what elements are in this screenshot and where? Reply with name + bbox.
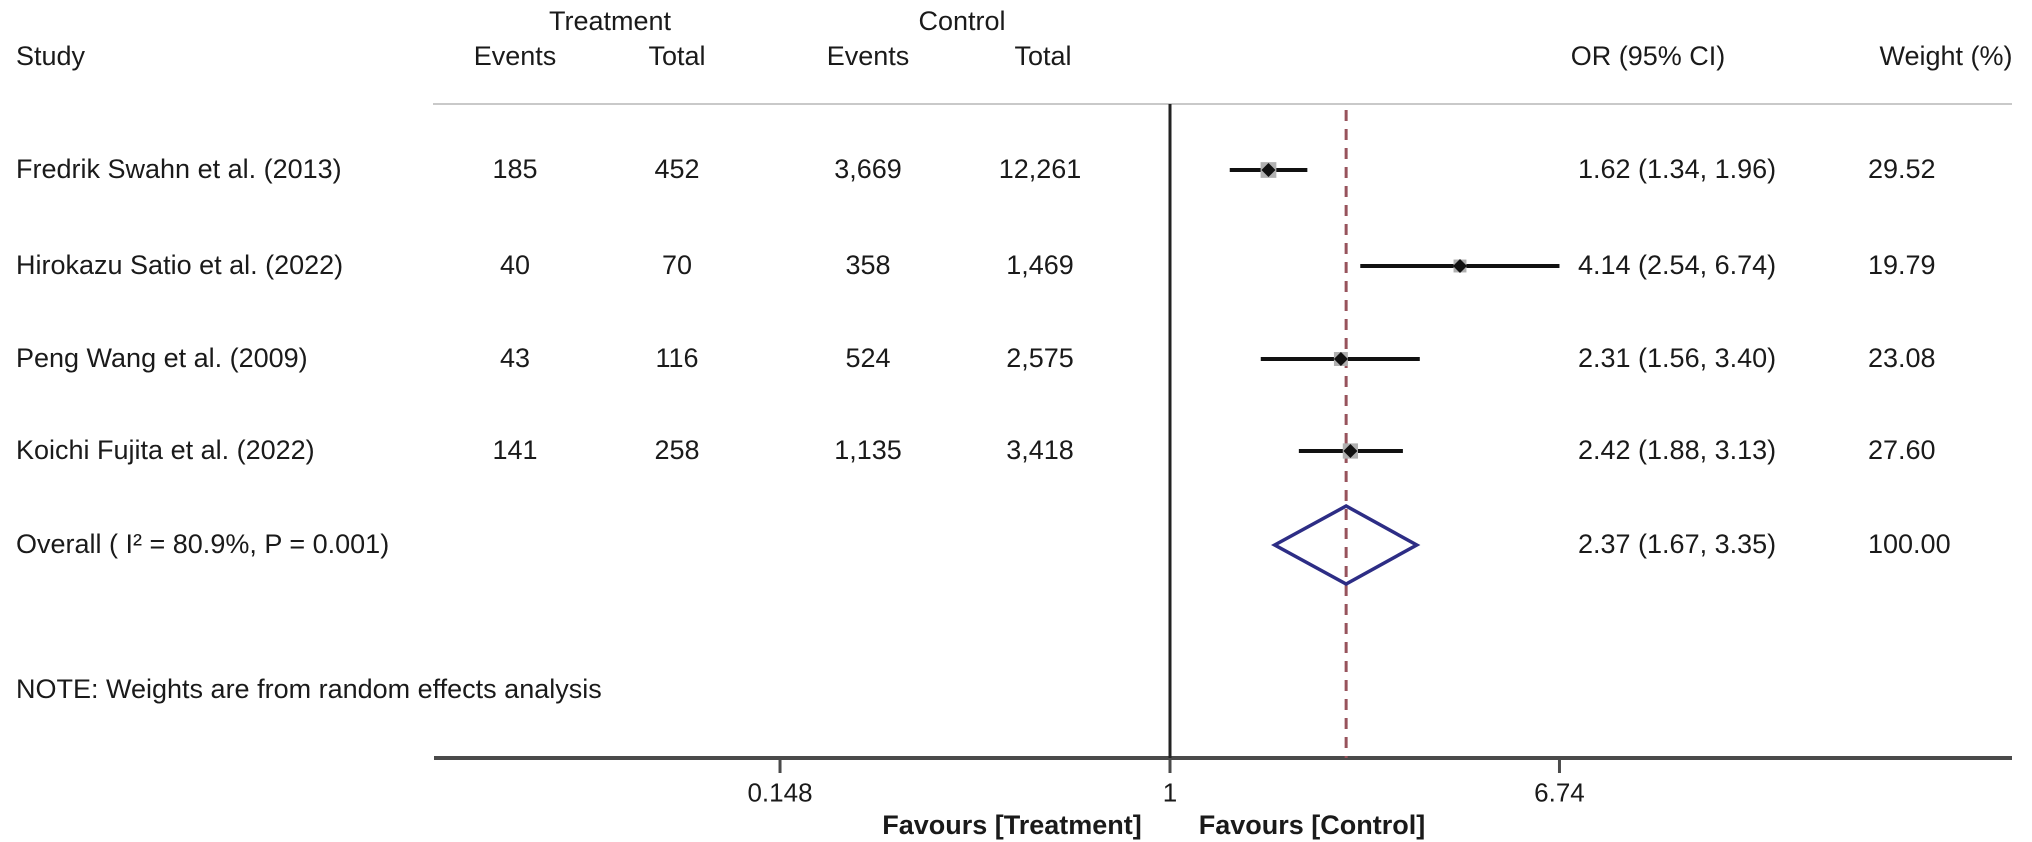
treatment-events-value: 40 bbox=[499, 250, 531, 281]
study-column-header: Study bbox=[16, 41, 86, 72]
treatment-total-column-header: Total bbox=[648, 41, 706, 72]
control-events-value: 1,135 bbox=[834, 435, 902, 466]
favours-treatment-label: Favours [Treatment] bbox=[882, 810, 1142, 841]
control-group-header: Control bbox=[918, 6, 1006, 37]
weight-value: 27.60 bbox=[1868, 435, 1936, 466]
point-estimate-marker bbox=[1343, 444, 1358, 458]
point-estimate-marker bbox=[1261, 163, 1276, 177]
or-ci-value: 1.62 (1.34, 1.96) bbox=[1578, 154, 1777, 185]
control-total-value: 1,469 bbox=[1006, 250, 1074, 281]
weight-column-header: Weight (%) bbox=[1879, 41, 2013, 72]
overall-weight-value: 100.00 bbox=[1868, 529, 1951, 560]
point-estimate-marker bbox=[1333, 352, 1348, 366]
or-ci-value: 2.42 (1.88, 3.13) bbox=[1578, 435, 1777, 466]
point-estimate-marker bbox=[1452, 259, 1467, 273]
x-axis-tick-label: 1 bbox=[1162, 777, 1178, 808]
study-name: Koichi Fujita et al. (2022) bbox=[16, 435, 315, 466]
x-axis-tick-label: 0.148 bbox=[747, 777, 813, 808]
study-name: Fredrik Swahn et al. (2013) bbox=[16, 154, 342, 185]
control-events-value: 3,669 bbox=[834, 154, 902, 185]
favours-control-label: Favours [Control] bbox=[1198, 810, 1426, 841]
or-ci-column-header: OR (95% CI) bbox=[1570, 41, 1726, 72]
treatment-events-column-header: Events bbox=[473, 41, 557, 72]
treatment-total-value: 258 bbox=[654, 435, 700, 466]
random-effects-note: NOTE: Weights are from random effects an… bbox=[16, 674, 602, 705]
or-ci-value: 4.14 (2.54, 6.74) bbox=[1578, 250, 1777, 281]
treatment-events-value: 141 bbox=[492, 435, 538, 466]
treatment-total-value: 452 bbox=[654, 154, 700, 185]
treatment-total-value: 70 bbox=[661, 250, 693, 281]
treatment-events-value: 43 bbox=[499, 343, 531, 374]
control-events-value: 524 bbox=[845, 343, 891, 374]
or-ci-value: 2.31 (1.56, 3.40) bbox=[1578, 343, 1777, 374]
study-name: Peng Wang et al. (2009) bbox=[16, 343, 308, 374]
control-events-value: 358 bbox=[845, 250, 891, 281]
overall-label: Overall ( I² = 80.9%, P = 0.001) bbox=[16, 529, 390, 560]
weight-value: 23.08 bbox=[1868, 343, 1936, 374]
control-total-value: 12,261 bbox=[998, 154, 1082, 185]
x-axis-tick-label: 6.74 bbox=[1534, 777, 1585, 808]
control-total-column-header: Total bbox=[1014, 41, 1072, 72]
overall-diamond bbox=[1271, 504, 1421, 586]
treatment-total-value: 116 bbox=[655, 343, 699, 374]
treatment-group-header: Treatment bbox=[548, 6, 672, 37]
weight-value: 19.79 bbox=[1868, 250, 1936, 281]
overall-or-ci-value: 2.37 (1.67, 3.35) bbox=[1578, 529, 1777, 560]
treatment-events-value: 185 bbox=[492, 154, 538, 185]
study-name: Hirokazu Satio et al. (2022) bbox=[16, 250, 344, 281]
control-total-value: 3,418 bbox=[1006, 435, 1074, 466]
weight-value: 29.52 bbox=[1868, 154, 1936, 185]
control-total-value: 2,575 bbox=[1006, 343, 1074, 374]
control-events-column-header: Events bbox=[826, 41, 910, 72]
